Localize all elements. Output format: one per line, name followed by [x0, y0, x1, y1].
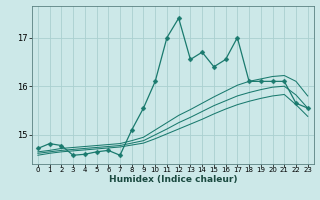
X-axis label: Humidex (Indice chaleur): Humidex (Indice chaleur) — [108, 175, 237, 184]
